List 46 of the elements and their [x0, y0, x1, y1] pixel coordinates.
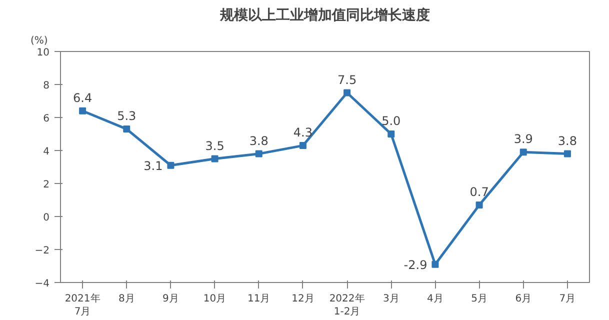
text: 5.3	[117, 109, 136, 124]
y-tick-label: −2	[34, 246, 50, 256]
text: 6.4	[73, 90, 92, 105]
point	[476, 201, 483, 208]
text: -2.9	[404, 258, 428, 272]
x-tick-label: 6月	[515, 294, 532, 304]
text: 3.9	[514, 132, 533, 146]
y-tick-label: 6	[43, 114, 50, 124]
x-tick-label: 2021年 7月	[64, 292, 100, 318]
point	[211, 155, 218, 162]
text: 3.1	[144, 158, 163, 173]
point	[388, 130, 395, 138]
x-tick-label: 2022年 1-2月	[329, 292, 365, 318]
y-tick-label: 4	[43, 146, 50, 158]
x-tick-label: 4月	[427, 294, 444, 304]
x-tick-label: 12月	[292, 294, 314, 304]
y-tick-label: −4	[34, 278, 50, 290]
point	[432, 260, 439, 268]
x-tick-label: 11月	[248, 294, 270, 304]
point	[344, 89, 351, 96]
y-tick-label: 10	[36, 48, 50, 58]
text: 5.0	[382, 114, 401, 128]
text: 7.5	[338, 72, 357, 87]
x-tick-label: 10月	[203, 294, 226, 304]
x-tick-label: 8月	[118, 294, 135, 304]
text: 3.8	[249, 134, 268, 148]
point	[167, 162, 174, 169]
x-tick-label: 9月	[162, 294, 179, 304]
point	[255, 150, 262, 158]
text: 3.5	[205, 138, 224, 153]
y-tick-label: 8	[43, 80, 50, 92]
text: 4.3	[293, 126, 313, 140]
x-tick-label: 3月	[382, 294, 400, 304]
point	[79, 107, 86, 114]
point	[564, 150, 571, 158]
x-tick-label: 7月	[559, 294, 576, 304]
point	[299, 142, 306, 150]
text: 3.8	[558, 134, 578, 148]
text: 0.7	[470, 184, 489, 199]
y-tick-label: 2	[43, 180, 50, 190]
point	[520, 148, 527, 156]
y-axis-title: (%)	[30, 36, 48, 46]
y-tick-label: 0	[43, 212, 50, 224]
x-tick-label: 5月	[471, 294, 488, 304]
point	[123, 126, 130, 133]
chart-title: 规模以上工业增加值同比增长速度	[219, 6, 430, 24]
